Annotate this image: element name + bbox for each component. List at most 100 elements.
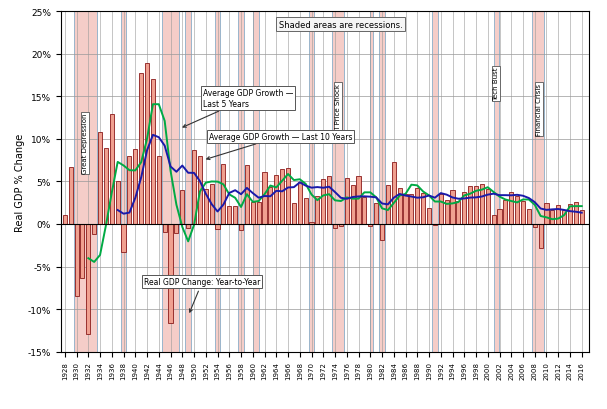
Bar — [86, 225, 90, 334]
Bar — [427, 208, 431, 225]
Bar — [362, 197, 367, 225]
Bar — [562, 210, 566, 225]
Text: Tech Bust: Tech Bust — [493, 68, 499, 101]
Bar — [104, 149, 108, 225]
Bar — [227, 207, 231, 225]
Bar — [339, 225, 343, 226]
Bar — [233, 207, 237, 225]
Bar — [345, 179, 349, 225]
Bar — [521, 202, 525, 225]
Bar — [121, 12, 126, 352]
Bar — [327, 177, 331, 225]
Bar — [538, 225, 543, 248]
Bar — [139, 74, 143, 225]
Text: Shaded areas are recessions.: Shaded areas are recessions. — [279, 21, 402, 30]
Bar — [134, 150, 137, 225]
Bar — [456, 202, 461, 225]
Bar — [98, 133, 102, 225]
Bar — [192, 151, 196, 225]
Bar — [127, 157, 132, 225]
Bar — [370, 12, 373, 352]
Text: Average GDP Growth — Last 10 Years: Average GDP Growth — Last 10 Years — [207, 133, 352, 160]
Bar — [186, 225, 190, 229]
Bar — [439, 195, 443, 225]
Bar — [492, 216, 496, 225]
Bar — [280, 169, 284, 225]
Bar — [75, 225, 79, 297]
Bar — [215, 12, 220, 352]
Bar — [374, 203, 378, 225]
Bar — [580, 211, 584, 225]
Bar — [198, 157, 202, 225]
Bar — [503, 201, 507, 225]
Bar — [121, 225, 126, 252]
Bar — [169, 225, 172, 323]
Bar — [268, 187, 273, 225]
Text: Great Depression: Great Depression — [83, 114, 89, 174]
Bar — [486, 190, 490, 225]
Bar — [110, 115, 114, 225]
Bar — [333, 225, 337, 229]
Bar — [498, 209, 501, 225]
Bar — [379, 12, 385, 352]
Bar — [556, 206, 560, 225]
Bar — [493, 12, 499, 352]
Bar — [351, 185, 354, 225]
Bar — [161, 12, 179, 352]
Bar — [444, 201, 449, 225]
Bar — [316, 196, 319, 225]
Bar — [174, 225, 178, 234]
Bar — [568, 204, 572, 225]
Bar — [257, 202, 261, 225]
Bar — [533, 225, 537, 227]
Text: Average GDP Growth —
Last 5 Years: Average GDP Growth — Last 5 Years — [183, 89, 293, 128]
Bar — [292, 203, 296, 225]
Bar — [63, 216, 67, 225]
Bar — [474, 186, 478, 225]
Bar — [222, 164, 225, 225]
Text: Financial Crisis: Financial Crisis — [537, 84, 543, 136]
Bar — [432, 12, 438, 352]
Bar — [209, 184, 214, 225]
Bar — [215, 225, 220, 229]
Bar — [251, 202, 255, 225]
Bar — [409, 195, 413, 225]
Bar — [551, 211, 554, 225]
Bar — [404, 195, 407, 225]
Bar — [145, 64, 149, 225]
Bar — [245, 166, 249, 225]
Bar — [544, 203, 549, 225]
Bar — [253, 12, 259, 352]
Bar — [262, 173, 266, 225]
Bar — [532, 12, 543, 352]
Bar — [304, 198, 308, 225]
Bar — [180, 191, 185, 225]
Bar — [163, 225, 167, 233]
Bar — [69, 168, 73, 225]
Bar — [239, 225, 243, 230]
Bar — [574, 202, 578, 225]
Text: Oil Price Shock: Oil Price Shock — [335, 84, 341, 136]
Bar — [92, 225, 97, 235]
Bar — [238, 12, 244, 352]
Bar — [297, 183, 302, 225]
Bar — [73, 12, 97, 352]
Bar — [468, 186, 472, 225]
Bar — [151, 80, 155, 225]
Bar — [356, 177, 361, 225]
Bar — [274, 175, 279, 225]
Bar — [321, 180, 325, 225]
Y-axis label: Real GDP % Change: Real GDP % Change — [15, 133, 25, 231]
Bar — [286, 169, 290, 225]
Bar — [368, 225, 372, 226]
Bar — [509, 192, 514, 225]
Bar — [185, 12, 191, 352]
Bar — [310, 223, 314, 225]
Bar — [450, 191, 455, 225]
Bar — [421, 193, 425, 225]
Bar — [415, 189, 419, 225]
Bar — [515, 196, 519, 225]
Bar — [332, 12, 344, 352]
Bar — [115, 181, 120, 225]
Bar — [398, 189, 402, 225]
